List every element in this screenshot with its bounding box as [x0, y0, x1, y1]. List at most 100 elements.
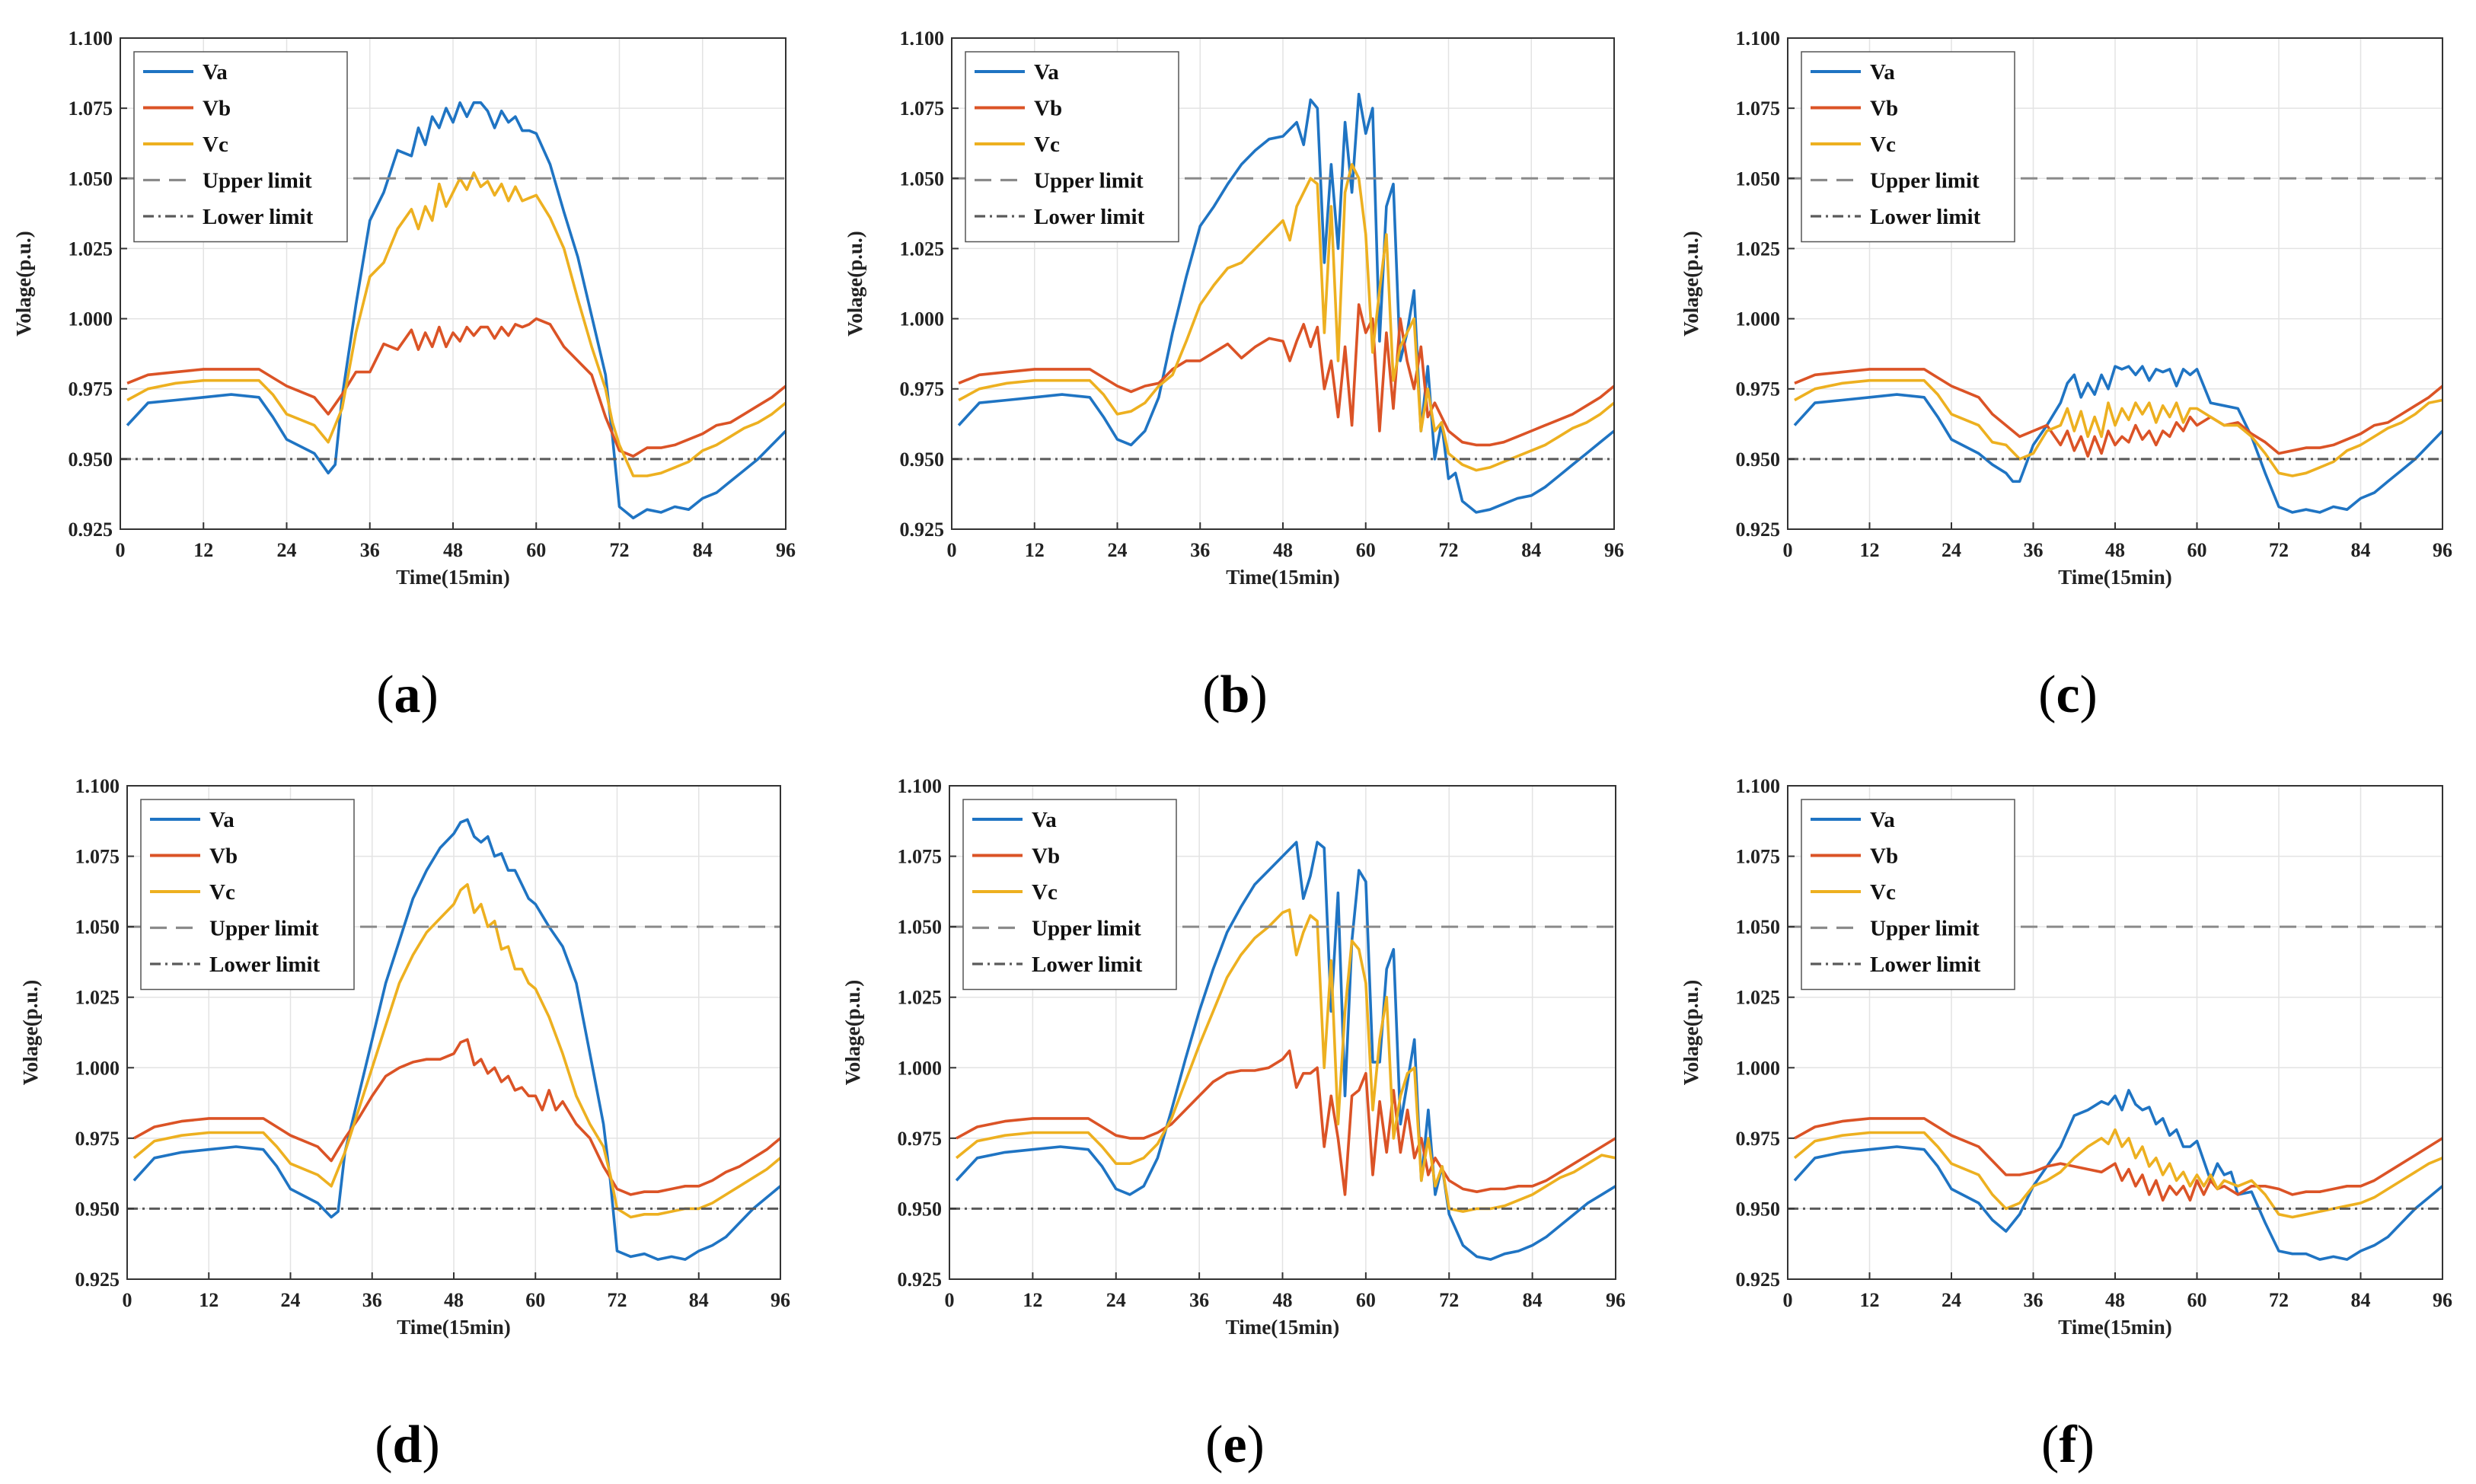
x-axis-label: Time(15min)	[2058, 566, 2172, 589]
series-line-va	[955, 841, 1616, 1261]
legend-label: Va	[1870, 60, 1895, 85]
panel-caption: (e)	[1205, 1415, 1265, 1474]
caption-close-paren: )	[421, 665, 439, 724]
legend-label: Vc	[209, 880, 235, 905]
x-tick-label: 72	[608, 1289, 627, 1311]
y-tick-label: 1.000	[898, 1057, 943, 1079]
x-tick-label: 48	[1273, 1289, 1293, 1311]
legend-label: Upper limit	[209, 917, 319, 941]
series-line-va	[126, 101, 787, 520]
chart-panel-f: 0 12 24 36 48 60 72 84 96 0.925 0.950 0.975 1.000 1.0…	[1680, 775, 2452, 1474]
y-tick-label: 0.925	[900, 519, 945, 541]
y-tick-label: 0.925	[69, 519, 113, 541]
x-tick-label: 36	[1190, 539, 1210, 561]
y-tick-label: 0.950	[1736, 448, 1781, 471]
legend-label: Upper limit	[1034, 169, 1144, 193]
x-tick-label: 84	[693, 539, 713, 561]
y-tick-label: 1.025	[69, 238, 113, 260]
caption-close-paren: )	[1247, 1415, 1265, 1474]
x-tick-label: 0	[1783, 539, 1793, 561]
y-tick-label: 0.950	[1736, 1198, 1781, 1220]
x-tick-label: 60	[526, 539, 546, 561]
x-tick-label: 12	[1025, 539, 1045, 561]
legend-box	[133, 51, 348, 243]
y-tick-label: 1.050	[900, 168, 945, 190]
legend-label: Vc	[1870, 880, 1896, 905]
y-tick-label: 0.950	[69, 448, 113, 471]
x-tick-label: 48	[2105, 1289, 2125, 1311]
x-axis-label: Time(15min)	[2058, 1316, 2172, 1339]
x-tick-label: 84	[689, 1289, 709, 1311]
legend-label: Lower limit	[1034, 205, 1145, 229]
legend-label: Lower limit	[1032, 953, 1143, 977]
y-axis-label: Volage(p.u.)	[841, 980, 864, 1086]
y-tick-label: 1.050	[69, 168, 113, 190]
series-line-vc	[958, 163, 1616, 472]
y-tick-label: 1.000	[1736, 308, 1781, 330]
chart-panel-a: 0 12 24 36 48 60 72 84 96 0.925 0.950 0.975 1.000 1.0…	[12, 27, 796, 724]
y-tick-label: 1.100	[898, 775, 943, 797]
panel-caption: (f)	[2041, 1415, 2095, 1474]
series-line-va	[132, 818, 782, 1261]
series-line-vb	[956, 1049, 1616, 1196]
series-line-va	[1793, 365, 2444, 514]
legend-label: Va	[203, 60, 228, 85]
y-tick-label: 1.100	[69, 27, 113, 49]
legend-label: Va	[1034, 60, 1059, 85]
x-tick-label: 96	[2433, 539, 2452, 561]
x-tick-label: 24	[277, 539, 297, 561]
series-line-va	[1793, 1089, 2444, 1261]
y-tick-label: 0.975	[1736, 1128, 1781, 1150]
x-tick-label: 48	[1273, 539, 1293, 561]
caption-letter: d	[393, 1415, 423, 1474]
series-line-vc	[126, 171, 787, 477]
panel-caption: (a)	[376, 665, 439, 724]
panel-caption: (b)	[1202, 665, 1268, 724]
y-tick-label: 1.075	[898, 846, 943, 868]
y-tick-label: 0.925	[1736, 1269, 1781, 1291]
y-tick-label: 1.050	[75, 916, 120, 938]
series-line-vb	[133, 1038, 782, 1196]
series-line-vc	[1793, 1128, 2443, 1219]
x-tick-label: 0	[1783, 1289, 1793, 1311]
legend-label: Upper limit	[1032, 917, 1141, 941]
x-tick-label: 48	[443, 539, 463, 561]
x-tick-label: 84	[1521, 539, 1541, 561]
legend-label: Va	[1870, 808, 1895, 832]
x-tick-label: 72	[610, 539, 630, 561]
caption-open-paren: (	[375, 1415, 392, 1474]
legend-label: Vb	[1870, 844, 1898, 869]
x-tick-label: 96	[771, 1289, 790, 1311]
x-tick-label: 12	[1860, 539, 1880, 561]
x-tick-label: 60	[1356, 539, 1376, 561]
series-line-va	[957, 92, 1616, 514]
x-tick-label: 12	[199, 1289, 219, 1311]
legend-label: Va	[1032, 808, 1057, 832]
legend-label: Vb	[203, 97, 231, 121]
chart-panel-c: 0 12 24 36 48 60 72 84 96 0.925 0.950 0.975 1.000 1.0…	[1680, 27, 2452, 724]
y-tick-label: 1.100	[900, 27, 945, 49]
y-axis-label: Volage(p.u.)	[1680, 980, 1702, 1086]
y-tick-label: 1.100	[75, 775, 120, 797]
y-tick-label: 1.075	[900, 97, 945, 120]
y-tick-label: 1.075	[69, 97, 113, 120]
series-line-vb	[1794, 368, 2444, 458]
x-tick-label: 24	[1942, 539, 1961, 561]
y-tick-label: 1.000	[75, 1057, 120, 1079]
series-line-vc	[132, 882, 782, 1219]
x-tick-label: 72	[1439, 1289, 1459, 1311]
x-tick-label: 0	[123, 1289, 132, 1311]
legend-label: Lower limit	[1870, 205, 1981, 229]
legend-label: Lower limit	[203, 205, 314, 229]
caption-close-paren: )	[2080, 665, 2098, 724]
legend-box	[962, 799, 1177, 991]
y-tick-label: 0.975	[75, 1128, 120, 1150]
legend-label: Vc	[1870, 132, 1896, 157]
x-tick-label: 12	[193, 539, 213, 561]
y-axis-label: Volage(p.u.)	[844, 231, 866, 337]
y-tick-label: 0.975	[69, 378, 113, 401]
series-line-vc	[1794, 378, 2443, 477]
legend-label: Vc	[203, 132, 228, 157]
x-tick-label: 60	[2187, 539, 2207, 561]
y-tick-label: 1.000	[69, 308, 113, 330]
